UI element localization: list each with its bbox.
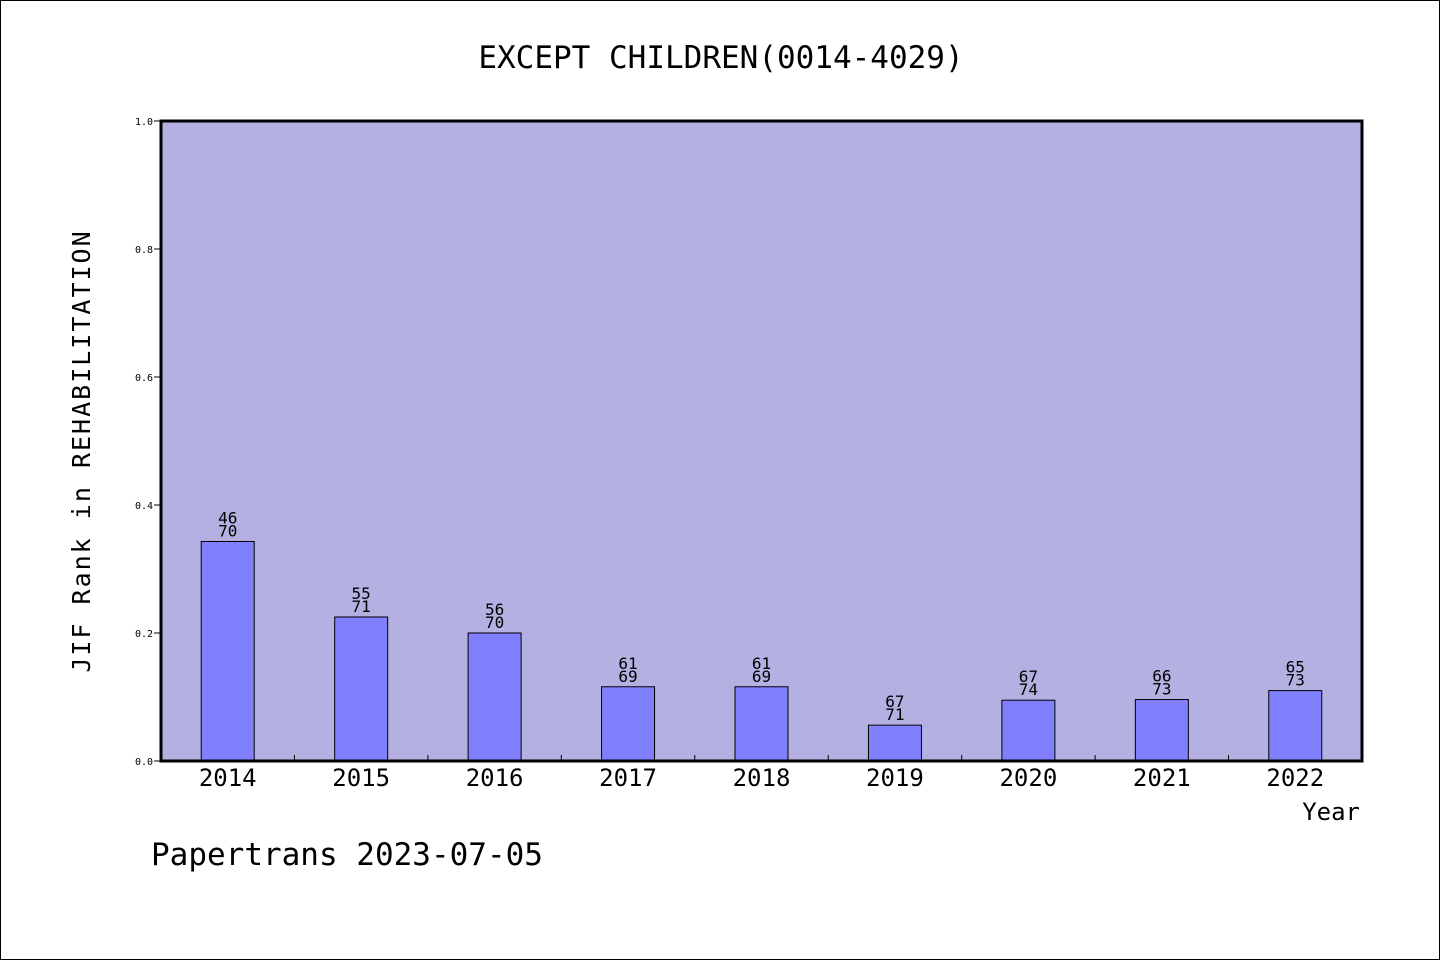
x-tick-label: 2018 bbox=[733, 764, 791, 792]
bar-rank-label: 67 bbox=[885, 692, 904, 711]
chart-title: EXCEPT CHILDREN(0014-4029) bbox=[478, 40, 963, 76]
bar-total-label: 69 bbox=[618, 667, 637, 686]
bar-total-label: 70 bbox=[485, 613, 504, 632]
x-tick-label: 2020 bbox=[999, 764, 1057, 792]
x-axis-label: Year bbox=[1302, 798, 1360, 826]
x-tick-label: 2016 bbox=[466, 764, 524, 792]
bar-2014 bbox=[200, 540, 255, 762]
bar-2021 bbox=[1134, 699, 1189, 762]
bar-2020 bbox=[1001, 699, 1056, 762]
bar-rank-label: 61 bbox=[618, 654, 637, 673]
bar-rank-label: 65 bbox=[1286, 658, 1305, 677]
bar-2019 bbox=[867, 724, 922, 762]
y-tick-label: 0.2 bbox=[135, 629, 153, 640]
y-tick-label: 0.0 bbox=[135, 757, 153, 768]
x-tick-label: 2014 bbox=[199, 764, 257, 792]
bar-total-label: 74 bbox=[1019, 680, 1038, 699]
bar-rank-label: 55 bbox=[352, 584, 371, 603]
bar-rank-label: 66 bbox=[1152, 667, 1171, 686]
x-tick-label: 2019 bbox=[866, 764, 924, 792]
bar-2022 bbox=[1268, 690, 1323, 762]
bar-total-label: 70 bbox=[218, 521, 237, 540]
bar-total-label: 71 bbox=[885, 705, 904, 724]
bar-total-label: 69 bbox=[752, 667, 771, 686]
bar-total-label: 73 bbox=[1152, 680, 1171, 699]
bar-rank-label: 61 bbox=[752, 654, 771, 673]
bar-rank-label: 67 bbox=[1019, 667, 1038, 686]
bar-rank-label: 46 bbox=[218, 508, 237, 527]
bar-rank-label: 56 bbox=[485, 600, 504, 619]
bar-2017 bbox=[601, 686, 656, 762]
y-tick-label: 1.0 bbox=[135, 117, 153, 128]
y-tick-label: 0.6 bbox=[135, 373, 153, 384]
x-tick-label: 2022 bbox=[1266, 764, 1324, 792]
bar-2018 bbox=[734, 686, 789, 762]
y-axis: 0.0 0.2 0.4 0.6 0.8 1.0 bbox=[135, 117, 161, 768]
x-axis: 2014 2015 2016 2017 2018 2019 2020 2021 2022 bbox=[199, 755, 1324, 792]
footer-credit: Papertrans 2023-07-05 bbox=[151, 837, 543, 873]
plot-frame bbox=[159, 119, 1364, 763]
y-axis-label: JIF Rank in REHABILITATION bbox=[67, 229, 96, 672]
x-tick-label: 2021 bbox=[1133, 764, 1191, 792]
bar-2015 bbox=[334, 616, 389, 762]
bar-total-label: 73 bbox=[1286, 671, 1305, 690]
y-tick-label: 0.4 bbox=[135, 501, 153, 512]
bar-2016 bbox=[467, 632, 522, 762]
y-tick-label: 0.8 bbox=[135, 245, 153, 256]
x-tick-label: 2015 bbox=[332, 764, 390, 792]
x-tick-label: 2017 bbox=[599, 764, 657, 792]
bar-total-label: 71 bbox=[352, 597, 371, 616]
